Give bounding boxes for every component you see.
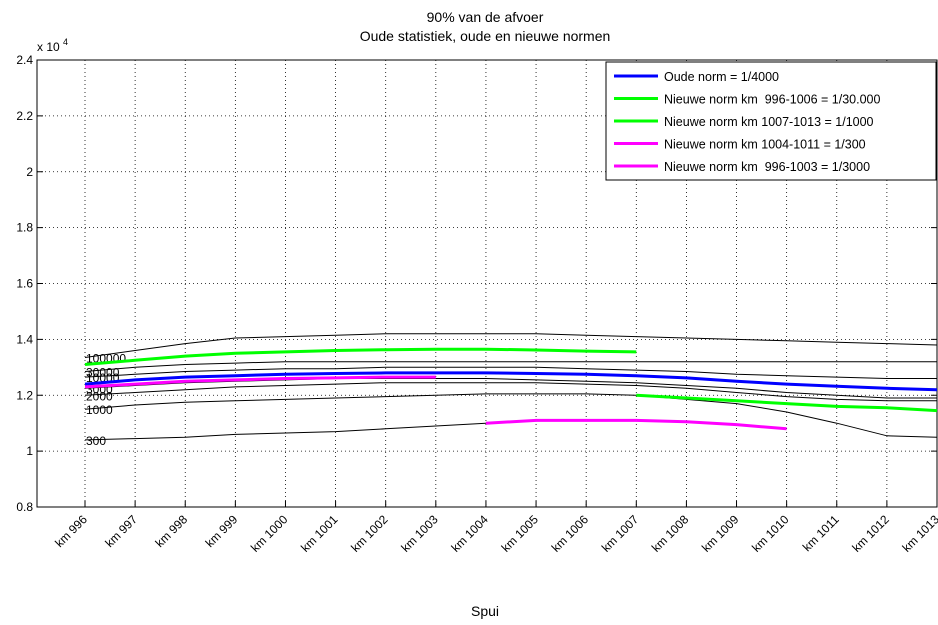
- x-tick-label: km 1001: [298, 512, 341, 555]
- y-tick-label: 1.4: [16, 332, 33, 346]
- y-multiplier-base: x 10: [37, 40, 60, 54]
- chart-subtitle: Oude statistiek, oude en nieuwe normen: [360, 28, 611, 44]
- legend-entry: Nieuwe norm km 996-1006 = 1/30.000: [664, 93, 880, 107]
- reference-curve-line: [84, 366, 937, 379]
- legend-entry: Oude norm = 1/4000: [664, 70, 779, 84]
- x-tick-label: km 999: [203, 512, 241, 550]
- reference-curve-label: 2000: [86, 389, 113, 403]
- reference-curve-line: [84, 361, 937, 372]
- legend: Oude norm = 1/4000 Nieuwe norm km 996-100…: [605, 61, 937, 181]
- x-tick-label: km 1009: [699, 512, 742, 555]
- x-tick-label: km 1008: [649, 512, 692, 555]
- series-line: [84, 371, 938, 392]
- x-tick-label: km 1007: [599, 512, 642, 555]
- series-line: [84, 375, 436, 389]
- y-tick-label: 1: [26, 444, 33, 458]
- x-tick-label: km 1005: [499, 512, 542, 555]
- x-tick-label: km 1002: [348, 512, 391, 555]
- y-tick-label: 2.4: [16, 53, 33, 67]
- x-tick-label: km 996: [52, 512, 90, 550]
- grid-lines: [37, 59, 938, 508]
- reference-curve-line: [84, 393, 938, 438]
- y-tick-label: 2.2: [16, 109, 33, 123]
- y-multiplier-exponent: 4: [63, 37, 68, 47]
- reference-curve-label: 1000: [86, 403, 113, 417]
- x-tick-label: km 1012: [849, 512, 892, 555]
- legend-entry: Nieuwe norm km 1004-1011 = 1/300: [664, 138, 866, 152]
- y-tick-label: 1.8: [16, 221, 33, 235]
- y-axis-ticks: 0.8 1 1.2 1.4 1.6 1.8 2 2.2 2.4: [16, 53, 937, 514]
- x-axis-label: Spui: [471, 603, 499, 619]
- series-lines: [84, 347, 938, 431]
- series-line: [636, 393, 938, 413]
- y-tick-label: 1.2: [16, 388, 33, 402]
- x-tick-label: km 1003: [398, 512, 441, 555]
- x-tick-label: km 1004: [448, 512, 491, 555]
- reference-curve-line: [84, 333, 938, 358]
- x-tick-label: km 1013: [900, 512, 938, 555]
- series-line: [485, 418, 787, 431]
- y-multiplier: x 10 4: [37, 37, 68, 54]
- y-tick-label: 0.8: [16, 500, 33, 514]
- x-tick-label: km 998: [152, 512, 190, 550]
- y-tick-label: 1.6: [16, 277, 33, 291]
- legend-entry: Nieuwe norm km 996-1003 = 1/3000: [664, 160, 870, 174]
- x-tick-label: km 1006: [549, 512, 592, 555]
- reference-curve-line: [84, 382, 937, 402]
- y-tick-label: 2: [26, 165, 33, 179]
- reference-curve-label: 300: [86, 434, 106, 448]
- x-axis-ticks: km 996 km 997 km 998 km 999 km 1000 km 1001 km…: [52, 501, 938, 555]
- x-tick-label: km 997: [102, 512, 140, 550]
- legend-entry: Nieuwe norm km 1007-1013 = 1/1000: [664, 115, 874, 129]
- x-tick-label: km 1000: [248, 512, 291, 555]
- chart-title: 90% van de afvoer: [427, 9, 544, 25]
- x-tick-label: km 1011: [800, 512, 842, 554]
- series-line: [84, 347, 637, 366]
- x-tick-label: km 1010: [749, 512, 792, 555]
- legend-box: [605, 61, 937, 181]
